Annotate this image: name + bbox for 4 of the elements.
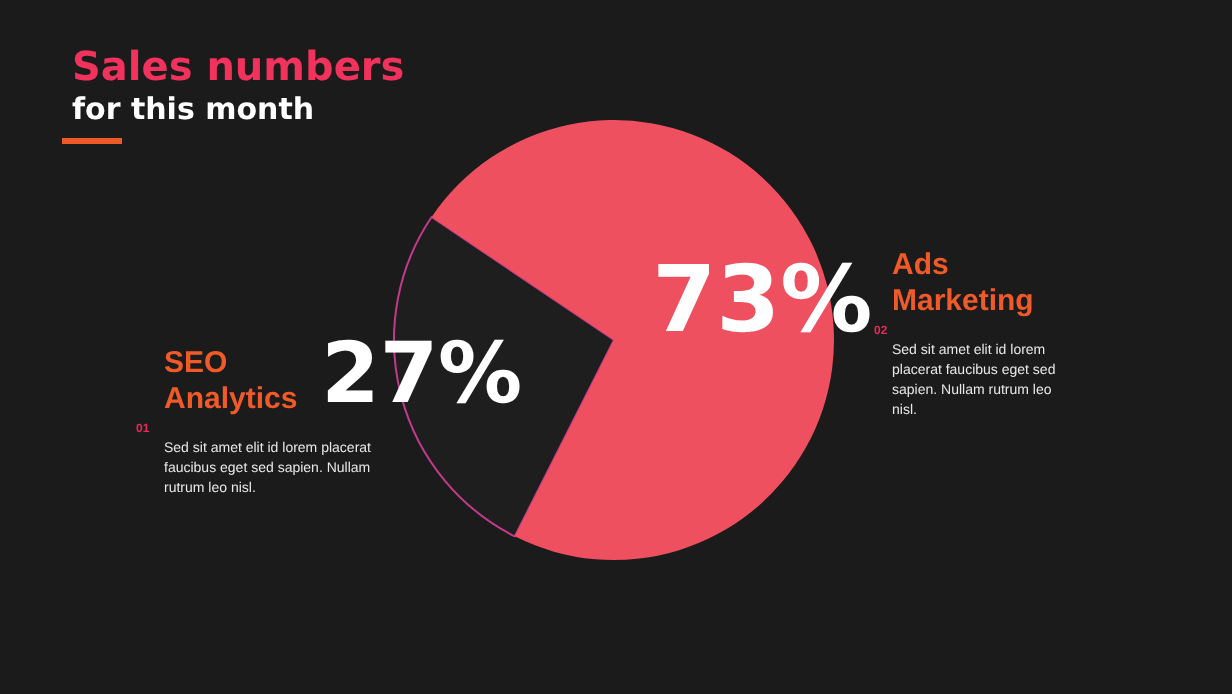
slice-label: Ads Marketing [892, 248, 1036, 320]
chart-title: Sales numbers [72, 42, 405, 90]
chart-subtitle: for this month [72, 91, 315, 127]
slice-label: SEO Analytics [164, 346, 298, 416]
